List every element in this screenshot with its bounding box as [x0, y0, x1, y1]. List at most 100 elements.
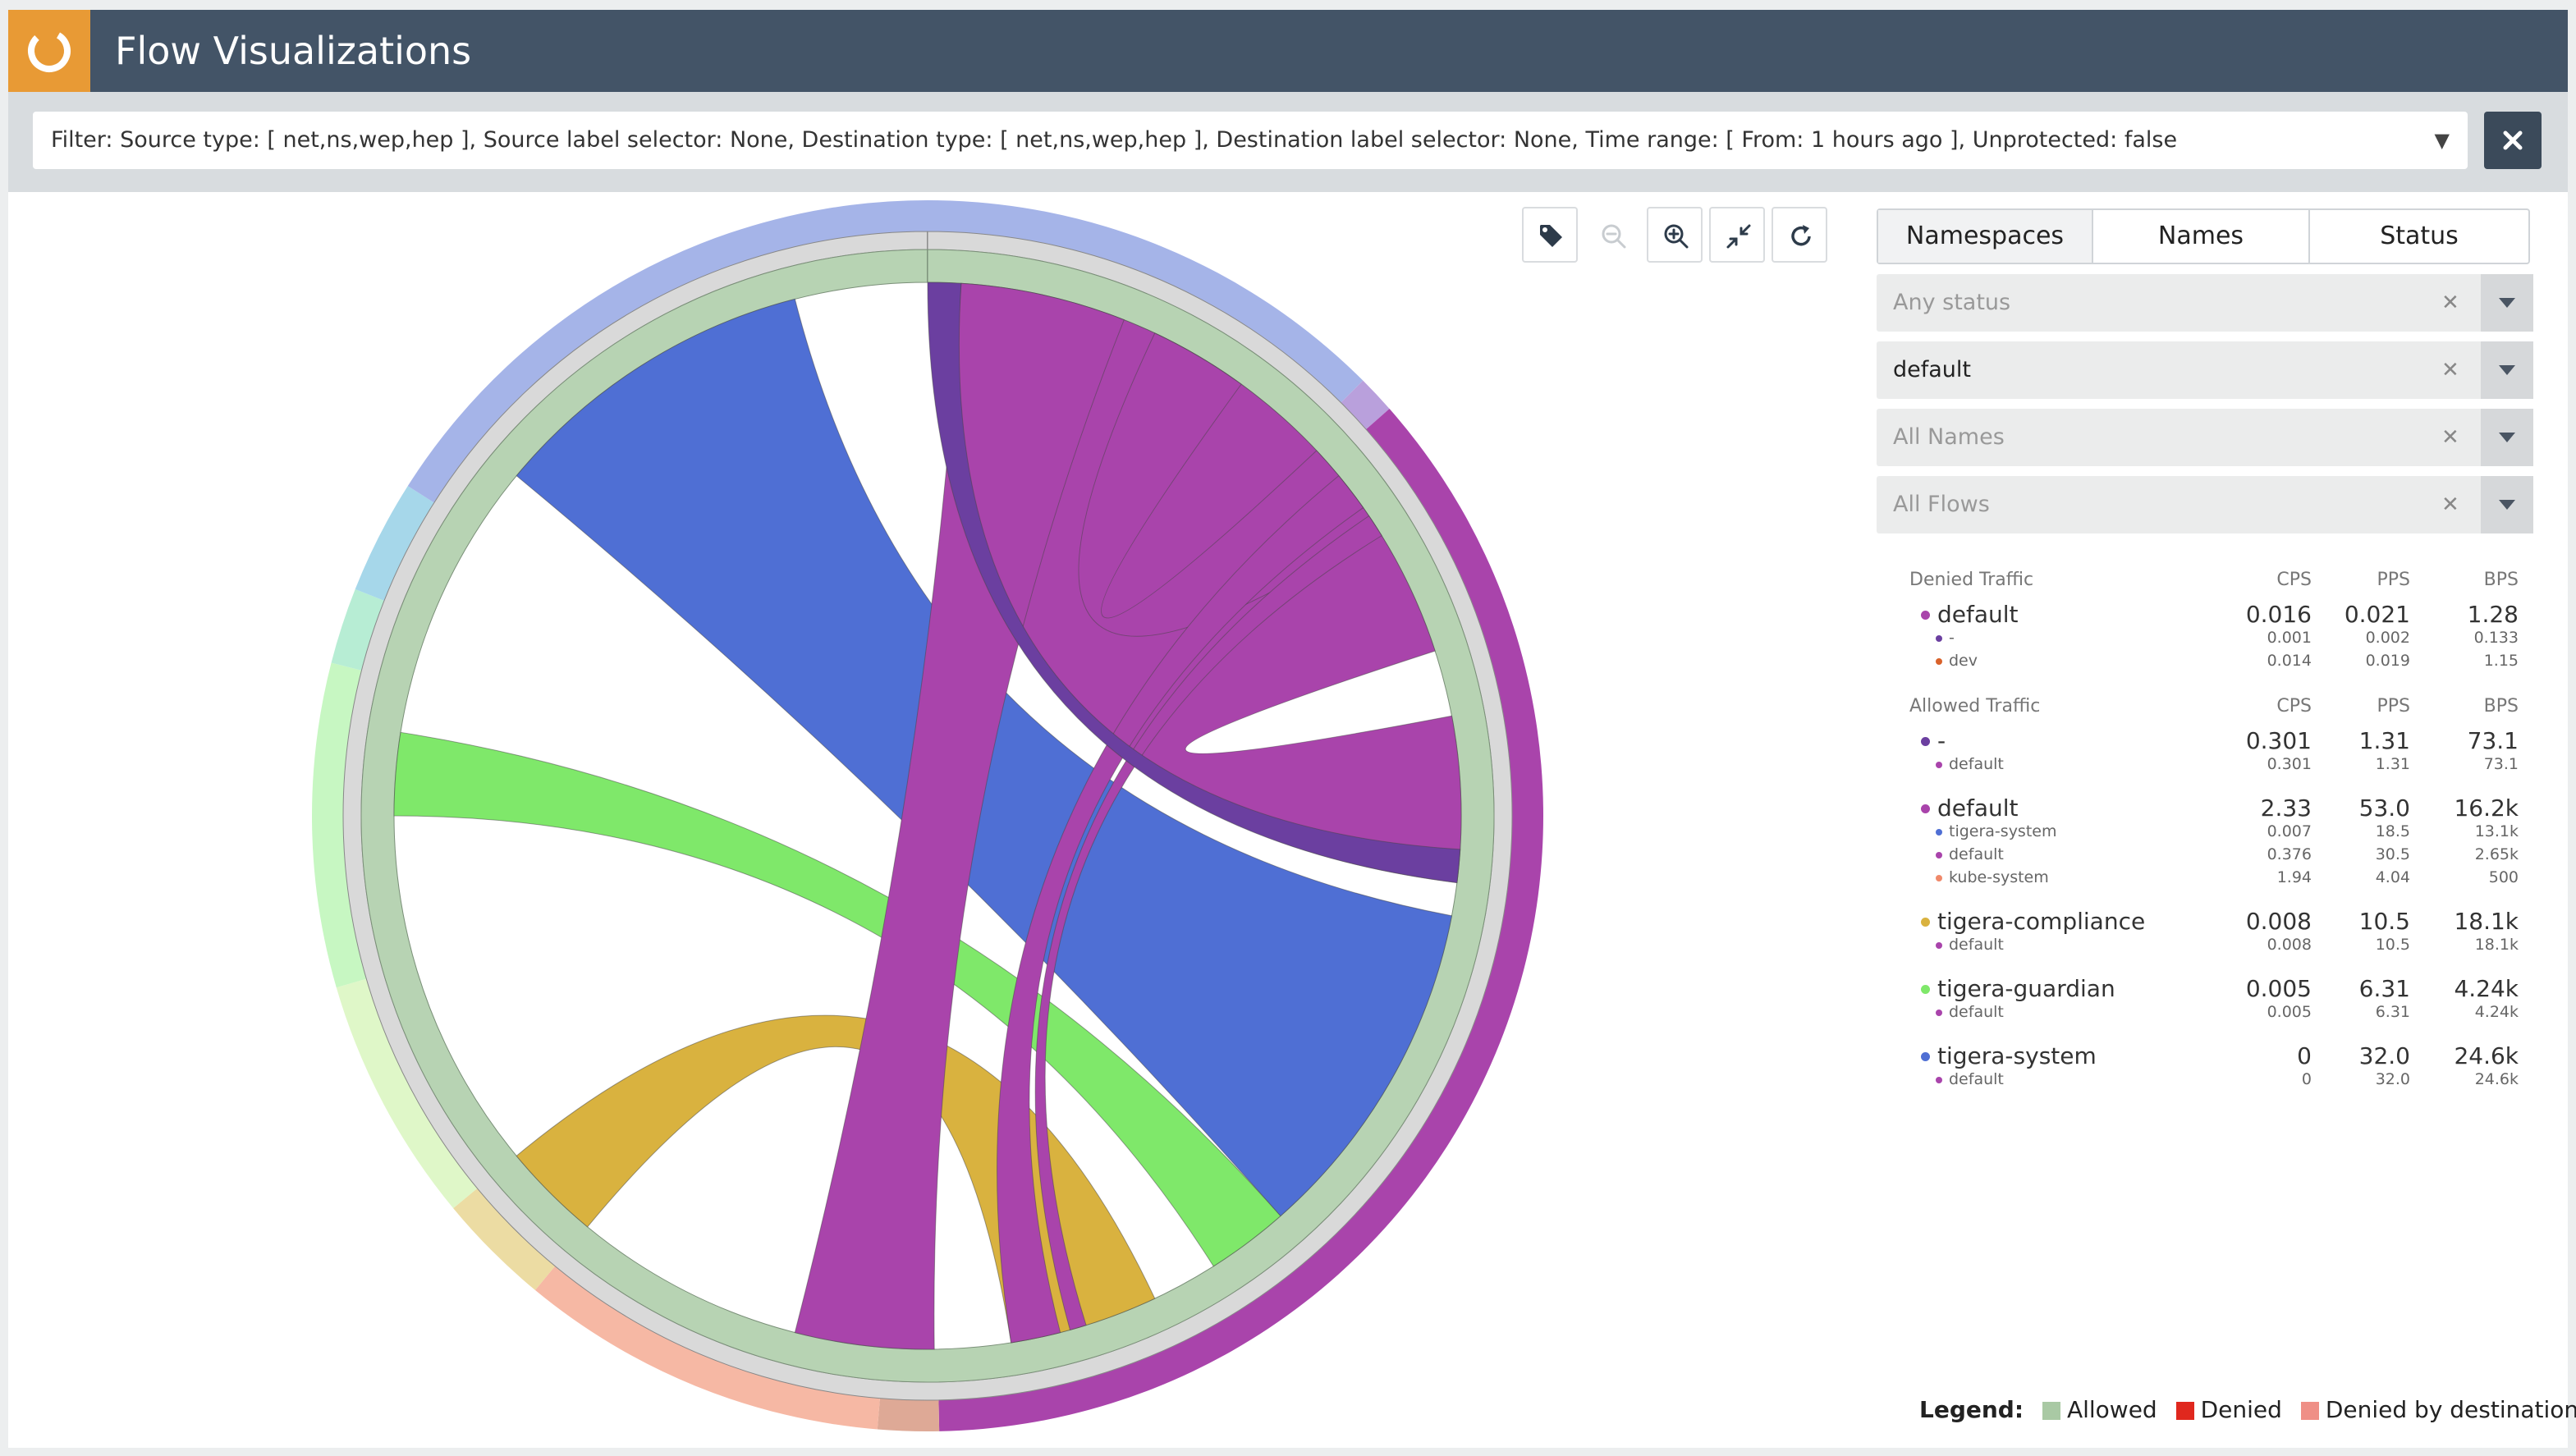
outer-arc-segment[interactable] — [331, 588, 384, 671]
namespace-name: tigera-guardian — [1937, 975, 2115, 1002]
child-pps: 30.5 — [2375, 845, 2410, 863]
outer-arc-segment[interactable] — [312, 662, 367, 988]
child-cps: 0.007 — [2267, 822, 2312, 840]
flow-ribbon[interactable] — [1078, 332, 1379, 637]
outer-arc-segment[interactable] — [355, 486, 434, 601]
child-dot — [1936, 635, 1942, 642]
namespace-pps: 53.0 — [2358, 794, 2410, 822]
outer-arc-segment[interactable] — [1341, 380, 1390, 430]
tab-namespaces[interactable]: Namespaces — [1878, 210, 2093, 263]
tab-names[interactable]: Names — [2093, 210, 2310, 263]
outer-arc-segment[interactable] — [928, 200, 1364, 403]
collapse-button[interactable] — [1709, 207, 1765, 263]
zoom-in-button[interactable] — [1647, 207, 1703, 263]
child-name: tigera-system — [1949, 822, 2057, 840]
status-select-value: Any status — [1893, 290, 2011, 315]
child-cps: 0 — [2301, 1070, 2312, 1088]
column-header: PPS — [2377, 570, 2411, 590]
child-bps: 73.1 — [2483, 755, 2519, 773]
close-button[interactable] — [2484, 112, 2542, 169]
status-select[interactable]: Any status ✕ — [1877, 274, 2533, 332]
zoom-out-button[interactable] — [1584, 207, 1640, 263]
filter-bar: Filter: Source type: [ net,ns,wep,hep ],… — [8, 92, 2568, 192]
page-title: Flow Visualizations — [115, 29, 472, 73]
child-cps: 0.001 — [2267, 629, 2312, 647]
chord-diagram[interactable] — [8, 192, 1855, 1448]
chevron-down-icon[interactable] — [2481, 341, 2533, 399]
child-dot — [1936, 762, 1942, 768]
child-name: default — [1949, 936, 2004, 954]
namespace-bps: 18.1k — [2454, 908, 2519, 935]
outer-arc-segment[interactable] — [938, 409, 1543, 1431]
child-bps: 18.1k — [2474, 936, 2519, 954]
outer-arc-segment[interactable] — [453, 1188, 556, 1290]
outer-arc-segment[interactable] — [877, 1398, 940, 1432]
child-pps: 1.31 — [2375, 755, 2410, 773]
namespace-name: tigera-system — [1937, 1042, 2097, 1069]
child-name: default — [1949, 755, 2004, 773]
namespace-cps: 0.008 — [2245, 908, 2312, 935]
tag-button[interactable] — [1522, 207, 1578, 263]
outer-arc-segment[interactable] — [336, 978, 478, 1209]
child-bps: 2.65k — [2474, 845, 2519, 863]
namespace-name: default — [1937, 794, 2019, 822]
collapse-icon — [1726, 224, 1751, 249]
column-header: BPS — [2483, 570, 2519, 590]
chevron-down-icon[interactable]: ▼ — [2434, 129, 2450, 152]
chevron-down-icon[interactable] — [2481, 409, 2533, 466]
clear-icon[interactable]: ✕ — [2441, 492, 2459, 517]
namespace-pps: 10.5 — [2358, 908, 2410, 935]
flow-ribbon[interactable] — [516, 1014, 1156, 1344]
child-dot — [1936, 1077, 1942, 1083]
child-name: kube-system — [1949, 868, 2049, 886]
namespace-dot — [1921, 611, 1930, 620]
child-dot — [1936, 942, 1942, 949]
flow-ribbon[interactable] — [393, 731, 1281, 1267]
legend-item-denied: Denied — [2200, 1396, 2282, 1423]
child-name: default — [1949, 845, 2004, 863]
child-bps: 4.24k — [2474, 1003, 2519, 1021]
namespace-dot — [1921, 918, 1930, 927]
flow-select-value: All Flows — [1893, 492, 1990, 517]
child-dot — [1936, 829, 1942, 836]
namespace-pps: 0.021 — [2344, 601, 2410, 628]
namespace-bps: 24.6k — [2454, 1042, 2519, 1069]
namespace-select[interactable]: default ✕ — [1877, 341, 2533, 399]
zoom-out-icon — [1602, 224, 1626, 249]
outer-arc-segment[interactable] — [407, 200, 928, 503]
flow-ribbon[interactable] — [997, 474, 1364, 1344]
filter-text: Filter: Source type: [ net,ns,wep,hep ],… — [51, 127, 2178, 153]
legend-item-denied-by-destination: Denied by destination — [2325, 1396, 2576, 1423]
flow-ribbon[interactable] — [1034, 515, 1382, 1331]
filter-dropdown[interactable]: Filter: Source type: [ net,ns,wep,hep ],… — [33, 112, 2468, 169]
tab-status[interactable]: Status — [2380, 222, 2459, 250]
child-bps: 24.6k — [2474, 1070, 2519, 1088]
clear-icon[interactable]: ✕ — [2441, 291, 2459, 315]
legend-swatch-denied-by-destination — [2300, 1402, 2319, 1420]
outer-arc-segment[interactable] — [534, 1266, 880, 1430]
namespace-select-value: default — [1893, 357, 1972, 382]
flow-select[interactable]: All Flows ✕ — [1877, 476, 2533, 533]
legend: Legend: Allowed Denied Denied by destina… — [1919, 1394, 2576, 1426]
namespace-dot — [1921, 985, 1930, 994]
child-pps: 32.0 — [2375, 1070, 2410, 1088]
namespace-bps: 4.24k — [2454, 975, 2519, 1002]
name-select-value: All Names — [1893, 424, 2005, 450]
flow-ribbon[interactable] — [927, 282, 1461, 884]
namespace-cps: 0 — [2297, 1042, 2312, 1069]
namespace-pps: 1.31 — [2358, 727, 2410, 754]
refresh-button[interactable] — [1772, 207, 1827, 263]
clear-icon[interactable]: ✕ — [2441, 358, 2459, 382]
chevron-down-icon[interactable] — [2481, 476, 2533, 533]
name-select[interactable]: All Names ✕ — [1877, 409, 2533, 466]
clear-icon[interactable]: ✕ — [2441, 425, 2459, 450]
namespace-dot — [1921, 804, 1930, 813]
child-cps: 1.94 — [2276, 868, 2312, 886]
child-pps: 0.002 — [2365, 629, 2410, 647]
chevron-down-icon[interactable] — [2481, 274, 2533, 332]
child-bps: 1.15 — [2483, 652, 2519, 670]
child-dot — [1936, 875, 1942, 881]
child-dot — [1936, 658, 1942, 665]
close-icon — [2503, 130, 2523, 150]
